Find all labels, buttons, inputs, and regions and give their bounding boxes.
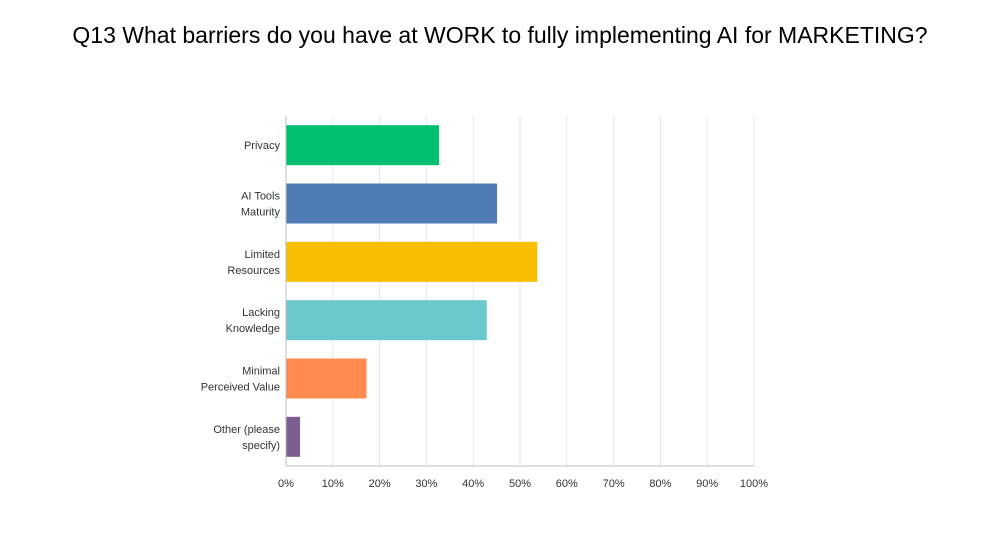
- x-tick-label: 0%: [278, 478, 294, 490]
- x-tick-label: 90%: [696, 478, 718, 490]
- category-label: Lacking Knowledge: [226, 307, 280, 335]
- category-label: Privacy: [244, 140, 281, 152]
- x-tick-label: 30%: [415, 478, 437, 490]
- x-tick-labels: 0% 10% 20% 30% 40% 50% 60% 70% 80% 90% 100%: [278, 478, 768, 490]
- x-tick-label: 80%: [649, 478, 671, 490]
- category-label: Minimal Perceived Value: [201, 366, 280, 394]
- bar: [286, 241, 538, 282]
- bars: [286, 125, 538, 457]
- bar: [286, 125, 440, 166]
- chart-title: Q13 What barriers do you have at WORK to…: [72, 22, 928, 48]
- category-labels: Privacy AI Tools Maturity Limited Resources L…: [201, 140, 281, 452]
- bar: [286, 183, 498, 224]
- x-tick-label: 40%: [462, 478, 484, 490]
- bar: [286, 358, 367, 399]
- bar: [286, 300, 487, 341]
- grid-lines: [332, 116, 755, 466]
- bar: [286, 416, 301, 457]
- x-tick-label: 100%: [740, 478, 768, 490]
- x-tick-label: 50%: [509, 478, 531, 490]
- category-label: AI Tools Maturity: [241, 191, 281, 219]
- x-tick-label: 70%: [603, 478, 625, 490]
- category-label: Other (please specify): [213, 424, 280, 452]
- axes: [285, 116, 754, 467]
- x-tick-label: 10%: [322, 478, 344, 490]
- x-tick-label: 60%: [556, 478, 578, 490]
- x-tick-label: 20%: [369, 478, 391, 490]
- category-label: Limited Resources: [227, 249, 280, 277]
